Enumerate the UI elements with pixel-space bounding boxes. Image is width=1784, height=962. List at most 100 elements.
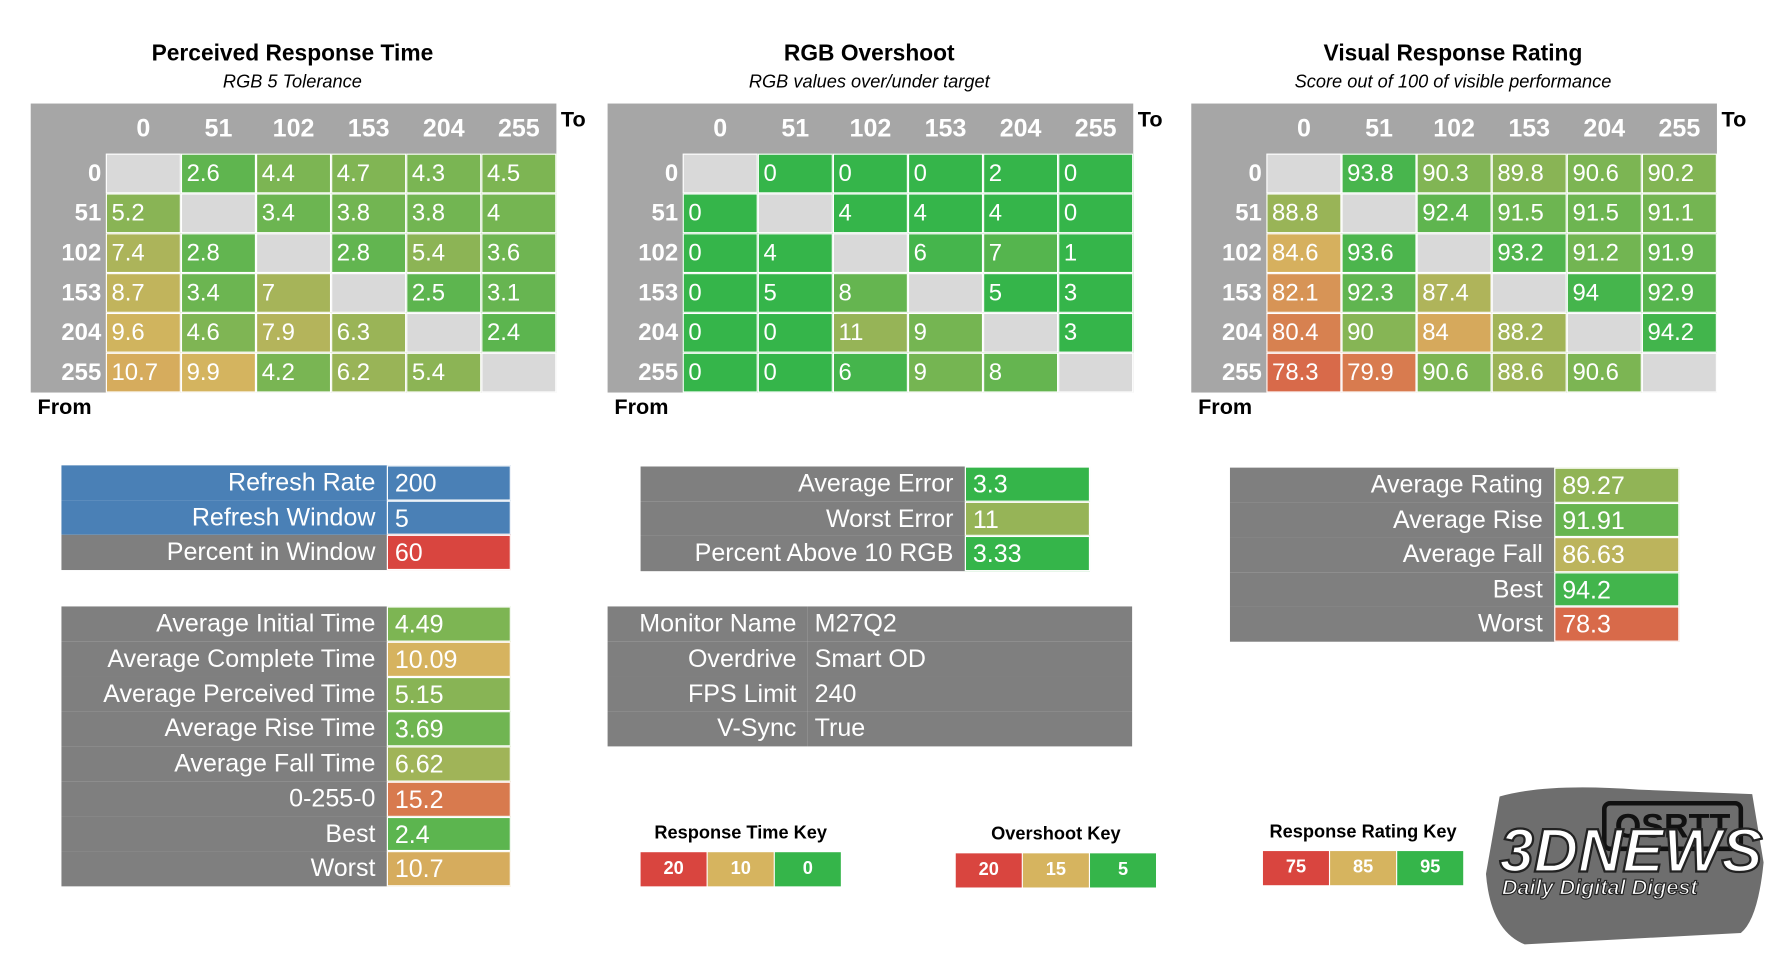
heatmap-cell: 4	[983, 193, 1059, 234]
heatmap-cell: 0	[682, 352, 758, 393]
column-header: 153	[1508, 113, 1551, 143]
to-label: To	[560, 108, 586, 132]
heatmap-title: Perceived Response Time	[151, 40, 434, 66]
heatmap-cell: 0	[757, 352, 833, 393]
empty-cell	[331, 273, 407, 313]
heatmap-title: Visual Response Rating	[1323, 40, 1583, 66]
heatmap-cell: 11	[832, 312, 908, 353]
heatmap-cell: 2.4	[481, 312, 557, 353]
heatmap-cell: 79.9	[1341, 352, 1417, 393]
heatmap-cell: 92.9	[1641, 273, 1717, 313]
stat-value: 10.09	[386, 641, 511, 677]
stat-value: True	[807, 711, 1133, 747]
stat-value: 89.27	[1554, 467, 1680, 503]
heatmap-cell: 7	[256, 273, 332, 313]
heatmap-cell: 3.4	[256, 193, 332, 234]
stat-value: 3.33	[964, 535, 1091, 571]
heatmap-subtitle: RGB values over/under target	[748, 72, 990, 93]
column-header: 0	[136, 113, 151, 143]
row-header: 0	[87, 160, 102, 187]
heatmap-cell: 6.2	[331, 352, 407, 393]
stat-value: 11	[964, 501, 1091, 536]
stat-value: 86.63	[1554, 537, 1680, 572]
row-header: 0	[664, 160, 679, 187]
heatmap-cell: 84	[1416, 312, 1492, 353]
stat-label: Percent in Window	[61, 535, 387, 571]
stat-label: Best	[1229, 571, 1555, 607]
row-header: 204	[61, 319, 102, 346]
heatmap-cell: 3.1	[481, 273, 557, 313]
empty-cell	[1266, 153, 1342, 194]
heatmap-cell: 5.2	[105, 193, 181, 234]
heatmap-cell: 93.6	[1341, 233, 1417, 274]
heatmap-cell: 91.5	[1491, 193, 1567, 234]
heatmap-subtitle: RGB 5 Tolerance	[222, 72, 362, 93]
stat-value: 78.3	[1554, 606, 1680, 642]
empty-cell	[832, 233, 908, 274]
heatmap-cell: 2.5	[406, 273, 482, 313]
row-header: 204	[638, 319, 679, 346]
column-header: 102	[849, 113, 892, 143]
heatmap-cell: 7.9	[256, 312, 332, 353]
heatmap-cell: 90.2	[1641, 153, 1717, 194]
from-label: From	[1198, 395, 1253, 420]
key-swatch: 85	[1330, 851, 1397, 886]
heatmap-cell: 10.7	[105, 352, 181, 393]
key-swatch: 75	[1262, 851, 1329, 886]
heatmap-cell: 90.6	[1416, 352, 1492, 393]
heatmap-cell: 94	[1566, 273, 1642, 313]
empty-cell	[1566, 312, 1642, 353]
heatmap-cell: 2.8	[180, 233, 257, 274]
heatmap-cell: 9.9	[180, 352, 257, 393]
to-label: To	[1721, 108, 1747, 132]
heatmap-cell: 82.1	[1266, 273, 1342, 313]
from-label: From	[614, 395, 669, 420]
stat-label: Worst	[61, 851, 387, 887]
heatmap-cell: 0	[832, 153, 908, 194]
stat-value: 5.15	[386, 676, 511, 712]
heatmap-cell: 90.6	[1566, 352, 1642, 393]
row-header: 0	[1248, 160, 1262, 187]
heatmap-cell: 91.9	[1641, 233, 1717, 274]
empty-cell	[1641, 352, 1717, 393]
row-header: 255	[638, 359, 679, 386]
row-header: 153	[61, 279, 102, 307]
stat-label: Best	[61, 816, 387, 852]
heatmap-cell: 92.3	[1341, 273, 1417, 313]
heatmap-cell: 1	[1058, 233, 1134, 274]
stat-value: 10.7	[386, 851, 511, 887]
heatmap-cell: 6	[907, 233, 984, 274]
heatmap-cell: 9	[907, 352, 984, 393]
heatmap-cell: 2	[983, 153, 1059, 194]
stat-value: 3.69	[386, 711, 511, 747]
heatmap-cell: 87.4	[1416, 273, 1492, 313]
empty-cell	[105, 153, 181, 194]
row-header: 255	[1221, 359, 1262, 386]
heatmap-cell: 4.3	[406, 153, 482, 194]
stat-value: 91.91	[1554, 502, 1680, 538]
heatmap-cell: 5.4	[406, 352, 482, 393]
stat-value: 15.2	[386, 781, 511, 817]
heatmap-cell: 8	[832, 273, 908, 313]
heatmap-cell: 0	[682, 193, 758, 234]
empty-cell	[1341, 193, 1417, 234]
key-swatch: 95	[1397, 851, 1464, 886]
key-swatch: 20	[955, 853, 1022, 888]
heatmap-title: RGB Overshoot	[783, 40, 955, 66]
heatmap-cell: 0	[1058, 153, 1134, 194]
heatmap-cell: 90.3	[1416, 153, 1492, 194]
stat-label: Average Error	[640, 466, 965, 502]
stat-value: 60	[386, 535, 511, 571]
to-label: To	[1137, 108, 1163, 132]
heatmap-cell: 78.3	[1266, 352, 1342, 393]
heatmap-cell: 7	[983, 233, 1059, 274]
stat-value: 94.2	[1554, 571, 1680, 607]
empty-cell	[1058, 352, 1134, 393]
heatmap-cell: 91.5	[1566, 193, 1642, 234]
heatmap-cell: 4.7	[331, 153, 407, 194]
row-header: 102	[61, 240, 102, 267]
heatmap-cell: 0	[1058, 193, 1134, 234]
row-header: 51	[651, 200, 679, 227]
heatmap-cell: 7.4	[105, 233, 181, 274]
heatmap-cell: 90.6	[1566, 153, 1642, 194]
